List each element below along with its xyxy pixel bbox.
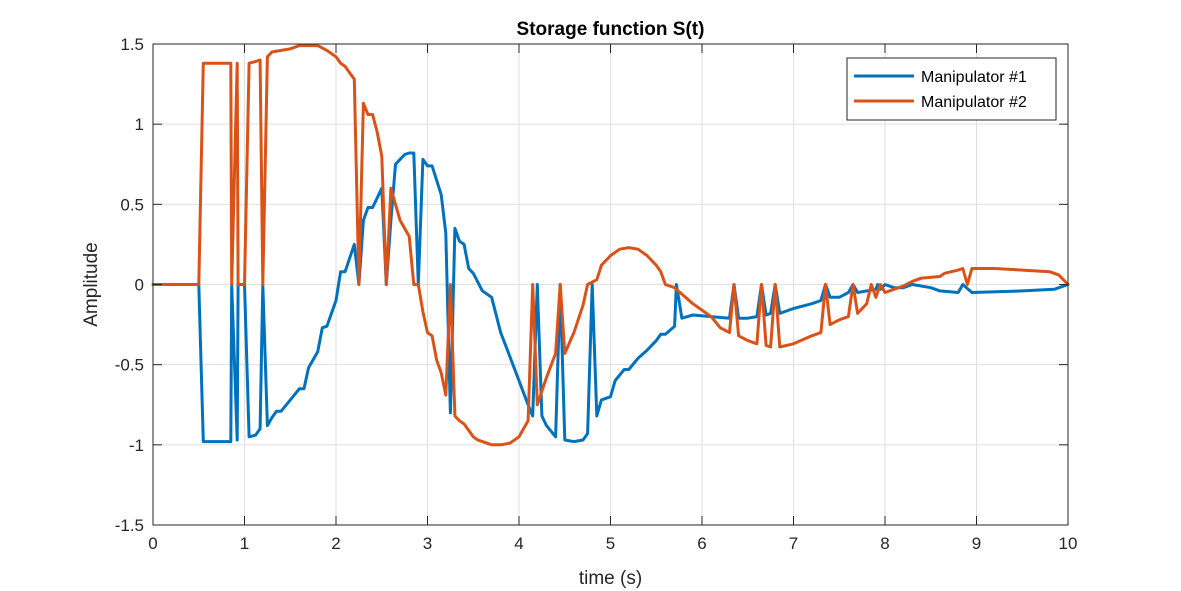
y-tick-label: 1 <box>135 115 144 134</box>
x-axis-label: time (s) <box>579 568 642 589</box>
chart-title: Storage function S(t) <box>517 19 705 40</box>
x-tick-label: 9 <box>972 534 981 553</box>
y-tick-label: 1.5 <box>120 35 144 54</box>
legend: Manipulator #1 Manipulator #2 <box>846 57 1057 121</box>
y-axis-label: Amplitude <box>81 242 102 327</box>
ticks <box>152 43 1069 526</box>
y-tick-label: 0.5 <box>120 195 144 214</box>
legend-box <box>846 57 1057 121</box>
tick-labels: 0 1 2 3 4 5 6 7 8 9 10 -1.5 -1 -0.5 0 0.5 1 1.5 <box>115 35 1078 553</box>
y-tick-label: -1.5 <box>115 516 144 535</box>
x-tick-label: 5 <box>606 534 615 553</box>
x-tick-label: 4 <box>514 534 523 553</box>
y-tick-label: -0.5 <box>115 356 144 375</box>
legend-entry-1: Manipulator #1 <box>921 69 1027 86</box>
x-tick-label: 7 <box>789 534 798 553</box>
y-tick-label: -1 <box>129 436 144 455</box>
x-tick-label: 2 <box>331 534 340 553</box>
x-tick-label: 10 <box>1059 534 1078 553</box>
series-line-1 <box>151 151 1070 444</box>
legend-entry-2: Manipulator #2 <box>921 94 1027 111</box>
x-tick-label: 3 <box>423 534 432 553</box>
series-layer <box>151 44 1070 447</box>
series-line-2 <box>151 44 1070 447</box>
y-tick-label: 0 <box>135 276 144 295</box>
x-tick-label: 1 <box>240 534 249 553</box>
x-tick-label: 8 <box>880 534 889 553</box>
x-tick-label: 6 <box>697 534 706 553</box>
x-tick-label: 0 <box>148 534 157 553</box>
